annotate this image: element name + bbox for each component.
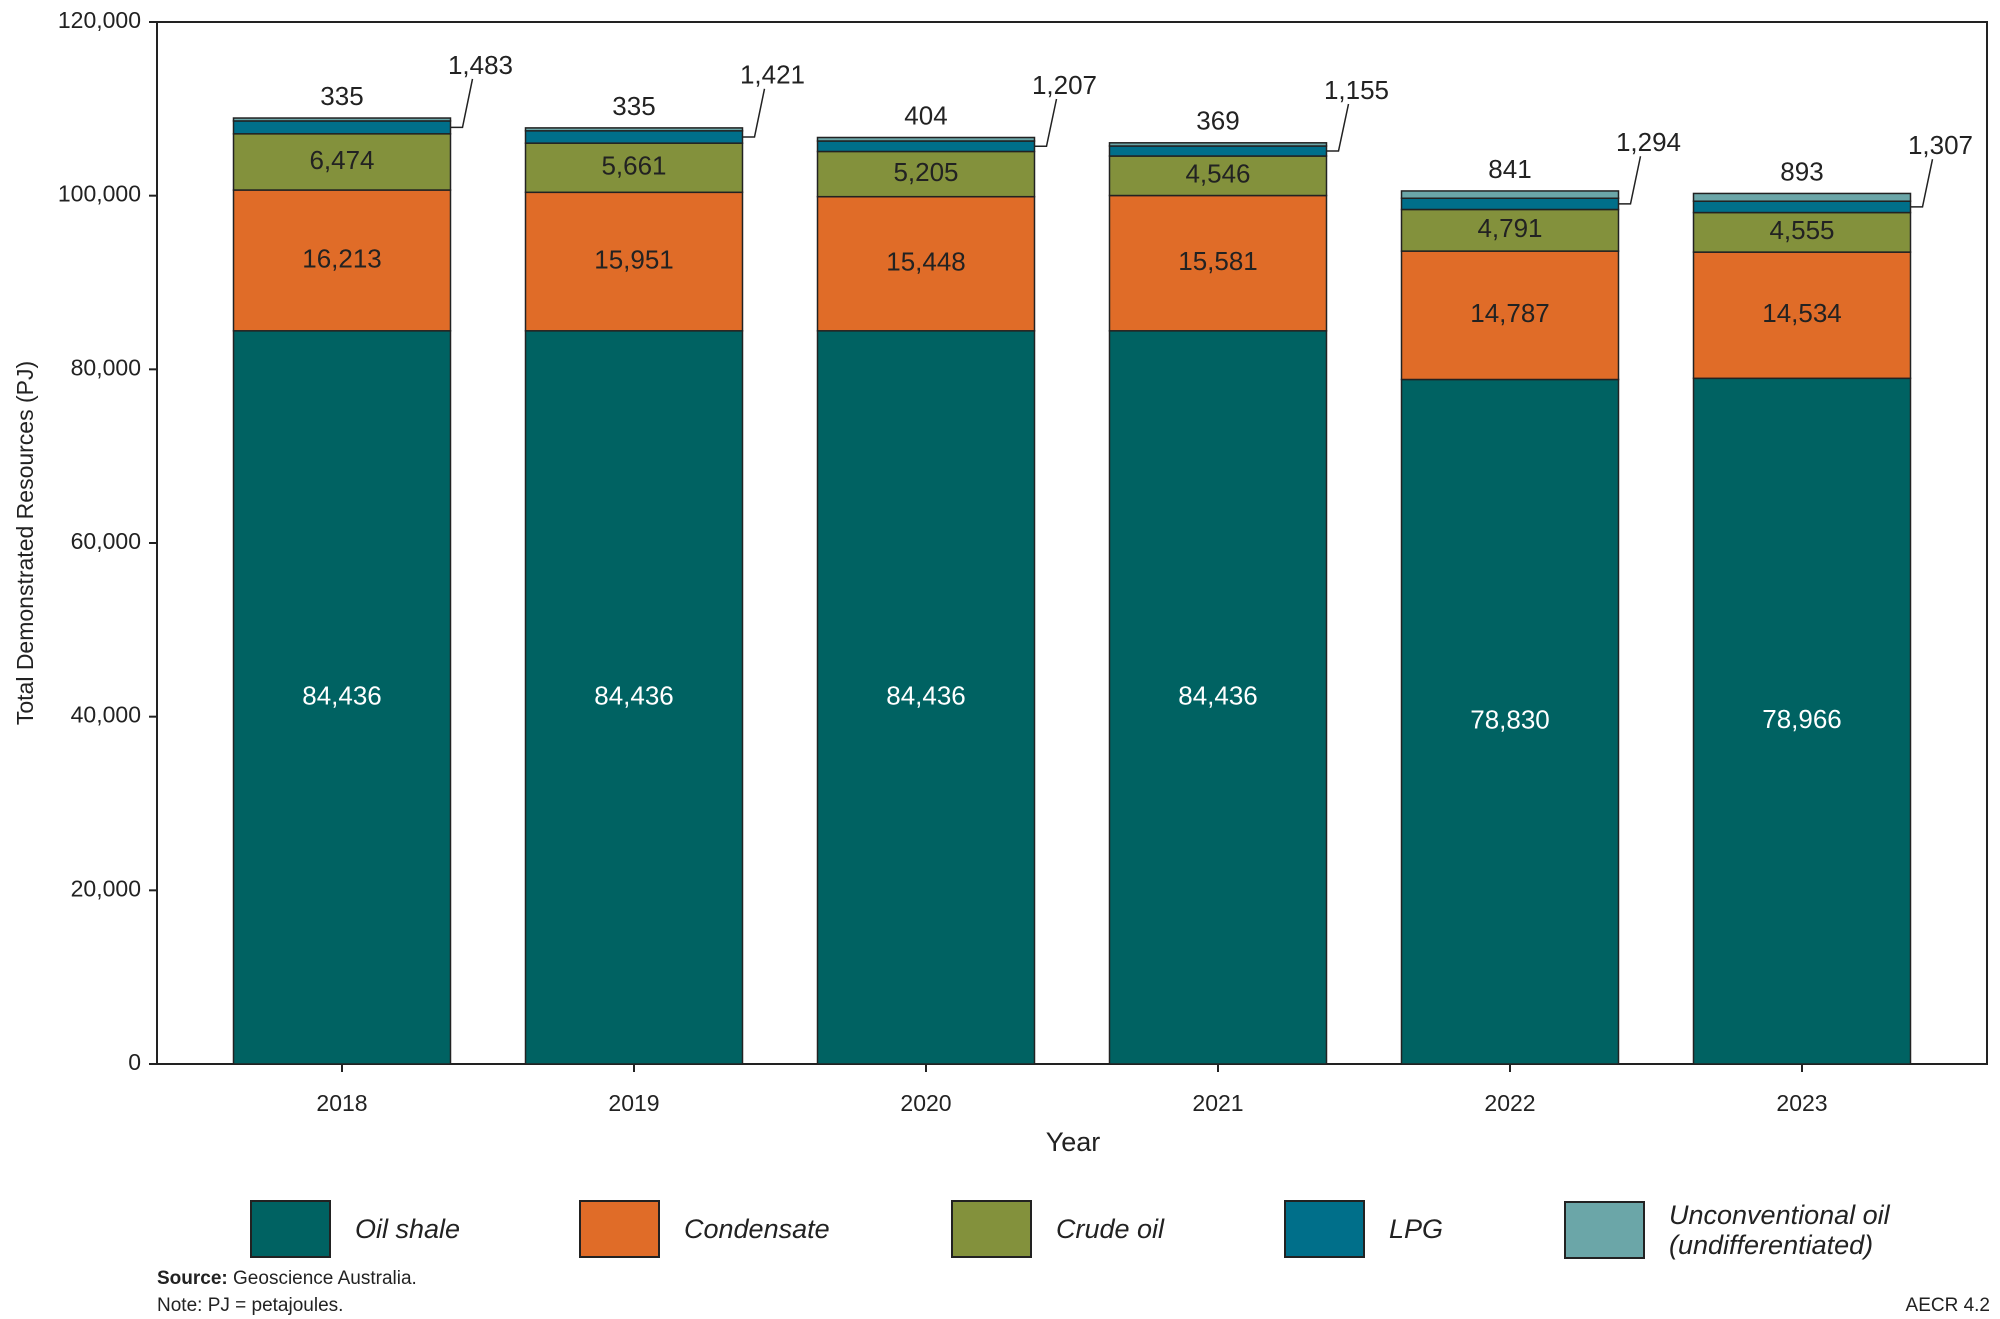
y-axis-title: Total Demonstrated Resources (PJ) xyxy=(12,361,38,725)
bar-segment xyxy=(1400,208,1620,252)
bar-segment xyxy=(232,120,452,135)
data-label: 84,436 xyxy=(302,680,382,710)
bar-segment xyxy=(1692,377,1912,1065)
bar-segment xyxy=(1400,197,1620,211)
y-tick-label: 20,000 xyxy=(71,875,141,901)
bar-segment xyxy=(816,150,1036,198)
data-label: 5,205 xyxy=(893,157,958,187)
legend-label: Condensate xyxy=(684,1214,830,1244)
data-label: 78,830 xyxy=(1470,705,1550,735)
y-tick-label: 80,000 xyxy=(71,354,141,380)
data-label: 4,555 xyxy=(1769,215,1834,245)
bar-segment xyxy=(524,191,744,332)
bar-segment xyxy=(1400,250,1620,381)
bar-segment xyxy=(524,330,744,1065)
bar-segment xyxy=(1108,142,1328,147)
bar-segment xyxy=(1108,194,1328,332)
leader-line xyxy=(742,88,766,138)
bar-segment xyxy=(524,142,744,194)
source: Source: Geoscience Australia. xyxy=(157,1268,417,1290)
data-label: 1,294 xyxy=(1616,127,1681,157)
y-tick-label: 40,000 xyxy=(71,702,141,728)
legend-swatch xyxy=(951,1200,1032,1258)
data-label: 6,474 xyxy=(309,145,374,175)
data-label: 893 xyxy=(1780,156,1823,186)
legend-label: Oil shale xyxy=(355,1214,461,1244)
data-label: 1,207 xyxy=(1032,70,1097,100)
bar-segment xyxy=(816,330,1036,1065)
x-tick-label: 2021 xyxy=(1192,1090,1243,1116)
data-label: 84,436 xyxy=(886,680,966,710)
data-label: 84,436 xyxy=(594,680,674,710)
bar-segment xyxy=(816,136,1036,142)
y-tick-label: 0 xyxy=(128,1049,141,1075)
x-tick-label: 2023 xyxy=(1776,1090,1827,1116)
bar-segment xyxy=(1692,200,1912,214)
data-label: 1,155 xyxy=(1324,75,1389,105)
data-label: 15,448 xyxy=(886,247,966,277)
x-tick-label: 2022 xyxy=(1484,1090,1535,1116)
data-label: 84,436 xyxy=(1178,680,1258,710)
legend-swatch xyxy=(579,1200,660,1258)
chart: Total Demonstrated Resources (PJ) Year 0… xyxy=(12,7,1988,1157)
legend-label: Crude oil xyxy=(1056,1214,1165,1244)
note: Note: PJ = petajoules. xyxy=(157,1295,344,1316)
data-label: 1,483 xyxy=(448,50,513,80)
legend-swatch xyxy=(250,1200,331,1258)
source-label: Source: xyxy=(157,1268,228,1289)
data-label: 16,213 xyxy=(302,243,382,273)
data-label: 5,661 xyxy=(601,151,666,181)
data-label: 4,546 xyxy=(1185,159,1250,189)
data-label: 78,966 xyxy=(1762,704,1842,734)
y-tick-label: 100,000 xyxy=(58,181,141,207)
x-tick-label: 2018 xyxy=(316,1090,367,1116)
data-label: 841 xyxy=(1488,154,1531,184)
data-label: 14,787 xyxy=(1470,298,1550,328)
data-label: 14,534 xyxy=(1762,298,1842,328)
legend-swatch xyxy=(1564,1201,1645,1259)
legend-swatch xyxy=(1284,1200,1365,1258)
legend-item: Unconventional oil (undifferentiated) xyxy=(1564,1200,1899,1260)
bar-segment xyxy=(1108,145,1328,157)
data-label: 1,421 xyxy=(740,60,805,90)
leader-line xyxy=(1618,156,1642,205)
leader-line xyxy=(1910,159,1934,208)
bar-segment xyxy=(524,127,744,132)
leader-line xyxy=(450,78,474,129)
bar-segment xyxy=(1692,192,1912,202)
y-tick-label: 60,000 xyxy=(71,528,141,554)
legend-item: Oil shale xyxy=(250,1200,585,1258)
x-tick-label: 2020 xyxy=(900,1090,951,1116)
bar-segment xyxy=(232,117,452,122)
bar-segment xyxy=(232,330,452,1065)
bar-segment xyxy=(524,130,744,144)
data-label: 404 xyxy=(904,100,947,130)
bar-segment xyxy=(1400,378,1620,1065)
figure-id: AECR 4.2 xyxy=(1905,1295,1990,1316)
data-label: 15,581 xyxy=(1178,246,1258,276)
source-text: Geoscience Australia. xyxy=(233,1268,417,1289)
bar-segment xyxy=(816,195,1036,332)
data-label: 1,307 xyxy=(1908,130,1973,160)
leader-line xyxy=(1326,103,1350,152)
data-label: 15,951 xyxy=(594,244,674,274)
legend-item: LPG xyxy=(1284,1200,1619,1258)
bar-segment xyxy=(1108,330,1328,1065)
bar-segment xyxy=(1108,155,1328,197)
data-label: 335 xyxy=(612,91,655,121)
data-label: 335 xyxy=(320,81,363,111)
y-tick-label: 120,000 xyxy=(58,7,141,33)
bar-segment xyxy=(1400,190,1620,200)
legend-item: Condensate xyxy=(579,1200,914,1258)
x-axis-title: Year xyxy=(1046,1127,1101,1157)
data-label: 4,791 xyxy=(1477,213,1542,243)
data-label: 369 xyxy=(1196,106,1239,136)
leader-line xyxy=(1034,98,1058,147)
legend-item: Crude oil xyxy=(951,1200,1286,1258)
x-tick-label: 2019 xyxy=(608,1090,659,1116)
bar-segment xyxy=(816,140,1036,153)
legend-label: LPG xyxy=(1389,1214,1444,1244)
legend-label: Unconventional oil (undifferentiated) xyxy=(1669,1200,1890,1260)
